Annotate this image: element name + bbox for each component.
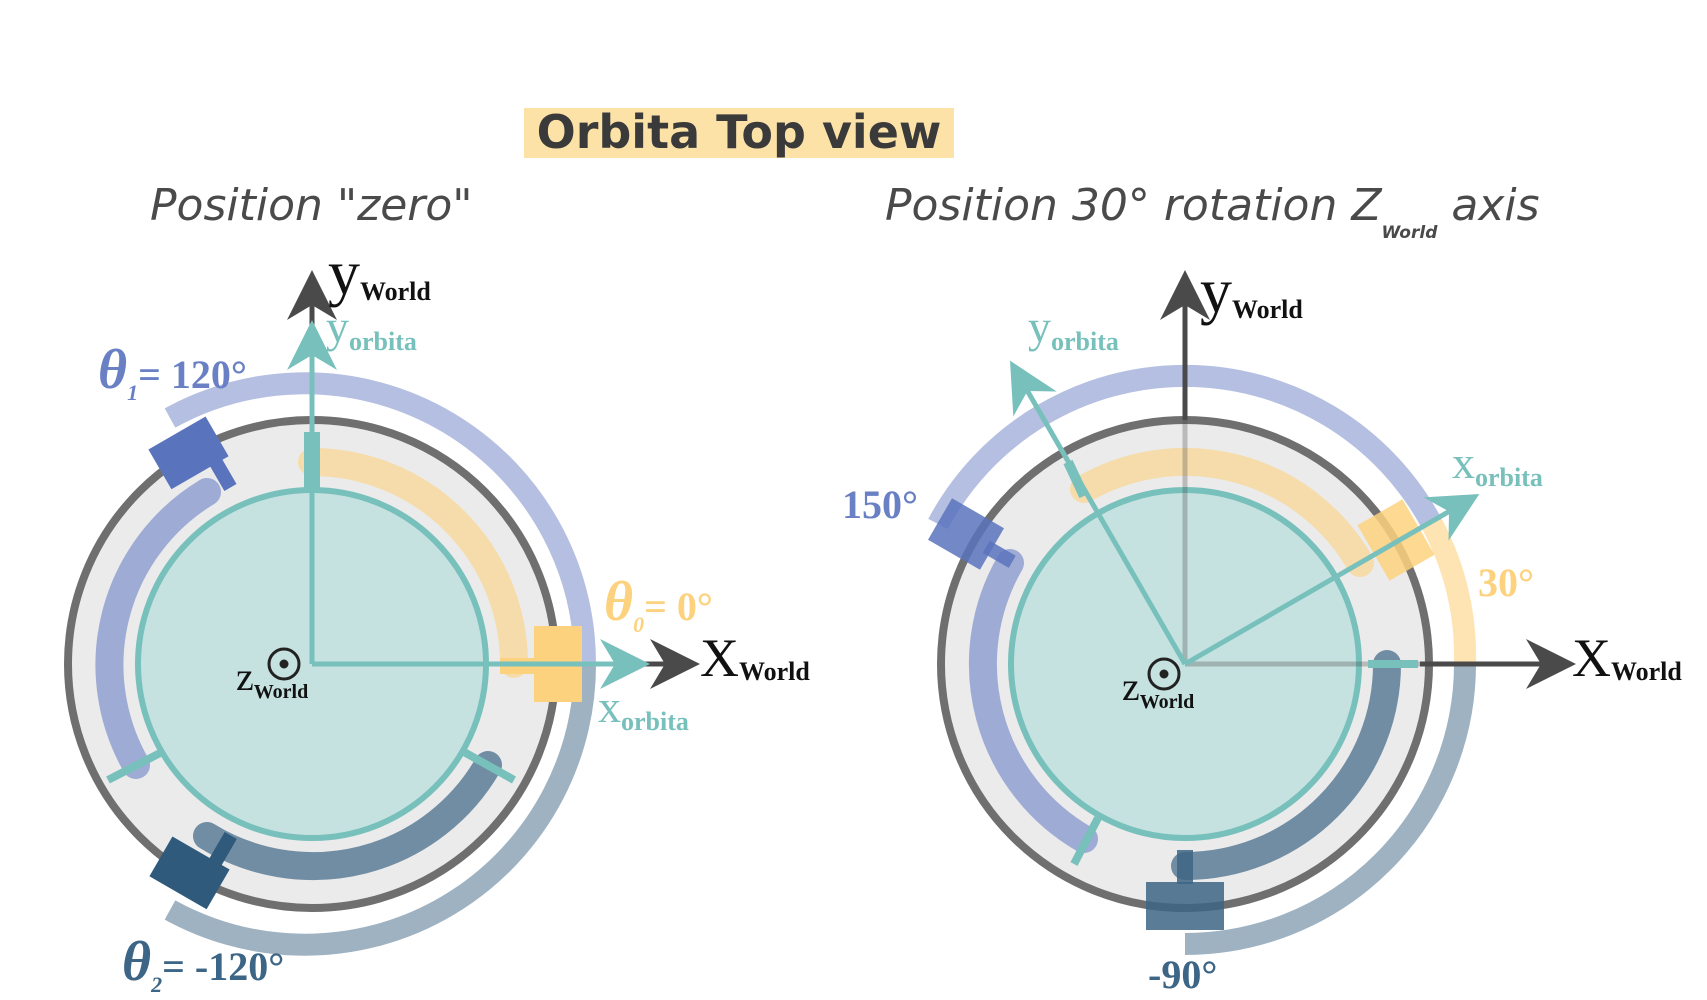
right-y-orbita-axis (1010, 360, 1188, 666)
left-motor-blue (148, 416, 237, 492)
right-inner-yellow-arc (1070, 447, 1374, 577)
left-tick-bottom-right (462, 748, 516, 784)
left-y-orbita-label: yorbita (326, 301, 417, 356)
right-x-world-label: XWorld (1572, 628, 1682, 688)
right-x-orbita-label: xorbita (1452, 437, 1543, 492)
left-z-world-label: zWorld (236, 654, 308, 703)
right-outer-yellow-arc (1422, 518, 1477, 665)
right-angle-30-label: 30° (1478, 560, 1534, 605)
left-theta1-label: θ1= 120° (98, 339, 247, 405)
right-motor-dark-tab (1177, 850, 1193, 884)
right-subtitle-prefix: Position 30° rotation Z (885, 180, 1382, 231)
left-outer-blue-arc (164, 372, 597, 665)
right-subtitle-sub: World (1381, 223, 1438, 243)
title-highlight (524, 108, 954, 158)
right-angle-neg90-label: -90° (1148, 952, 1217, 997)
right-y-orbita-label: yorbita (1028, 301, 1119, 356)
left-theta0-label: θ0= 0° (604, 571, 713, 637)
left-motor-dark (149, 831, 237, 910)
left-z-dot (279, 659, 289, 669)
left-x-world-label: XWorld (700, 628, 810, 688)
right-angle-150-label: 150° (842, 482, 918, 527)
right-subtitle: Position 30° rotation ZWorld axis (885, 178, 1540, 243)
page-title: Orbita Top view (536, 105, 942, 159)
right-y-world-label: yWorld (1200, 255, 1303, 326)
right-inner-dark-arc (1171, 650, 1401, 880)
right-z-world-label: zWorld (1122, 664, 1194, 713)
right-z-dot (1159, 669, 1169, 679)
left-z-symbol (267, 647, 301, 681)
left-inner-dark-arc (193, 751, 502, 881)
left-tick-bottom-left (106, 748, 164, 784)
right-subtitle-suffix: axis (1437, 180, 1540, 231)
right-x-orbita-axis (1183, 493, 1480, 667)
left-subtitle: Position "zero" (150, 180, 473, 231)
right-tick-bottom-left (1070, 816, 1102, 866)
left-theta2-label: θ2= -120° (122, 931, 284, 997)
left-inner-yellow-arc (298, 448, 528, 678)
left-outer-dark-arc (164, 663, 597, 956)
right-motor-blue (928, 498, 1016, 570)
right-outer-dark-arc (1184, 663, 1476, 955)
right-motor-dark (1146, 882, 1224, 930)
left-y-world-label: yWorld (328, 237, 431, 308)
left-diagram (64, 270, 700, 956)
left-x-orbita-label: xorbita (598, 681, 689, 736)
right-diagram (928, 270, 1576, 955)
right-z-symbol (1147, 657, 1181, 691)
left-inner-blue-arc (95, 478, 221, 779)
right-inner-blue-arc (968, 549, 1098, 853)
